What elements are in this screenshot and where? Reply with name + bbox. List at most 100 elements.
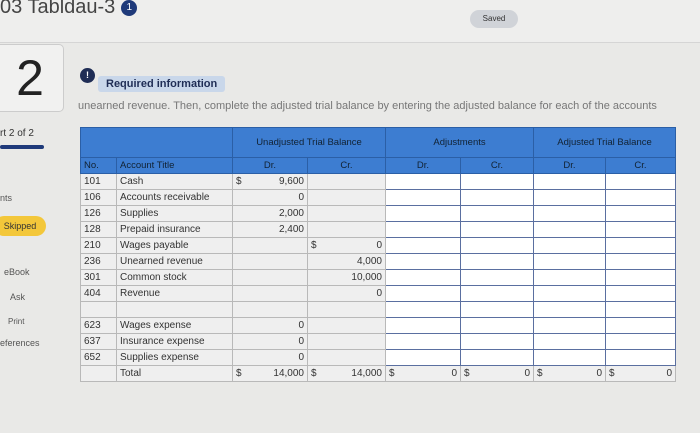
- adj-dr-input[interactable]: [385, 269, 461, 286]
- atb-cr-input[interactable]: [605, 237, 676, 254]
- atb-dr-input[interactable]: [533, 269, 606, 286]
- col-header: Cr.: [460, 157, 534, 174]
- amount-cell: [307, 333, 386, 350]
- amount-cell: $14,000: [307, 365, 386, 382]
- total-label: Total: [116, 365, 233, 382]
- amount-cell: $0: [385, 365, 461, 382]
- amount-value: 0: [596, 368, 602, 379]
- adj-cr-input[interactable]: [460, 221, 534, 238]
- adj-dr-input[interactable]: [385, 237, 461, 254]
- top-bar: 03 Tabldau-3 1 Saved: [0, 0, 700, 43]
- adj-dr-input[interactable]: [385, 317, 461, 334]
- adj-dr-input[interactable]: [385, 253, 461, 270]
- table-row: 637 Insurance expense 0: [80, 333, 676, 350]
- adj-dr-input[interactable]: [385, 349, 461, 366]
- atb-dr-input[interactable]: [533, 205, 606, 222]
- account-no: 106: [80, 189, 117, 206]
- atb-dr-input[interactable]: [533, 253, 606, 270]
- adj-dr-input[interactable]: [385, 189, 461, 206]
- adj-cr-input[interactable]: [460, 237, 534, 254]
- amount-value: 4,000: [356, 256, 382, 267]
- atb-cr-input[interactable]: [605, 173, 676, 190]
- currency-symbol: $: [464, 368, 470, 379]
- adj-dr-input[interactable]: [385, 301, 461, 318]
- amount-value: 2,400: [278, 224, 304, 235]
- account-title: Supplies expense: [116, 349, 233, 366]
- account-no: 623: [80, 317, 117, 334]
- blank-header: [80, 127, 233, 158]
- atb-cr-input[interactable]: [605, 269, 676, 286]
- part-indicator: rt 2 of 2: [0, 128, 34, 139]
- currency-symbol: $: [236, 176, 242, 187]
- atb-dr-input[interactable]: [533, 301, 606, 318]
- instructions-text: unearned revenue. Then, complete the adj…: [78, 100, 657, 112]
- account-no: [80, 301, 117, 318]
- atb-cr-input[interactable]: [605, 301, 676, 318]
- required-information-button[interactable]: Required information: [98, 76, 226, 92]
- info-badge[interactable]: 1: [121, 0, 138, 16]
- atb-cr-input[interactable]: [605, 333, 676, 350]
- sidebar-item-ebook[interactable]: eBook: [4, 267, 30, 277]
- atb-cr-input[interactable]: [605, 221, 676, 238]
- atb-cr-input[interactable]: [605, 189, 676, 206]
- account-title: [116, 301, 233, 318]
- amount-cell: 0: [232, 333, 308, 350]
- part-progress-bar: [0, 145, 44, 149]
- atb-cr-input[interactable]: [605, 317, 676, 334]
- atb-cr-input[interactable]: [605, 253, 676, 270]
- table-row: [80, 301, 676, 318]
- col-header: No.: [80, 157, 117, 174]
- account-no: 301: [80, 269, 117, 286]
- sidebar-item-ask[interactable]: Ask: [10, 292, 26, 302]
- adjusted-header: Adjusted Trial Balance: [533, 127, 676, 158]
- atb-dr-input[interactable]: [533, 173, 606, 190]
- atb-cr-input[interactable]: [605, 205, 676, 222]
- adj-dr-input[interactable]: [385, 285, 461, 302]
- atb-dr-input[interactable]: [533, 189, 606, 206]
- adj-dr-input[interactable]: [385, 173, 461, 190]
- adj-cr-input[interactable]: [460, 301, 534, 318]
- atb-dr-input[interactable]: [533, 333, 606, 350]
- adj-dr-input[interactable]: [385, 221, 461, 238]
- amount-value: 0: [298, 192, 304, 203]
- adj-cr-input[interactable]: [460, 349, 534, 366]
- adj-cr-input[interactable]: [460, 333, 534, 350]
- amount-cell: $9,600: [232, 173, 308, 190]
- currency-symbol: $: [537, 368, 543, 379]
- atb-dr-input[interactable]: [533, 349, 606, 366]
- amount-cell: [232, 237, 308, 254]
- currency-symbol: $: [311, 240, 317, 251]
- adj-dr-input[interactable]: [385, 205, 461, 222]
- sidebar-item-points[interactable]: nts: [0, 193, 13, 203]
- saved-button[interactable]: Saved: [470, 10, 518, 28]
- adj-cr-input[interactable]: [460, 205, 534, 222]
- atb-cr-input[interactable]: [605, 285, 676, 302]
- atb-dr-input[interactable]: [533, 221, 606, 238]
- amount-cell: 0: [307, 285, 386, 302]
- adj-cr-input[interactable]: [460, 285, 534, 302]
- account-no: 128: [80, 221, 117, 238]
- assignment-title: 03 Tabldau-3: [0, 0, 116, 18]
- atb-dr-input[interactable]: [533, 317, 606, 334]
- skipped-badge[interactable]: Skipped: [0, 216, 46, 236]
- sidebar-item-references[interactable]: eferences: [0, 338, 40, 348]
- adj-dr-input[interactable]: [385, 333, 461, 350]
- atb-dr-input[interactable]: [533, 237, 606, 254]
- table-row: 236 Unearned revenue 4,000: [80, 253, 676, 270]
- adj-cr-input[interactable]: [460, 269, 534, 286]
- table-row: 652 Supplies expense 0: [80, 349, 676, 366]
- currency-symbol: $: [609, 368, 615, 379]
- amount-value: 0: [298, 336, 304, 347]
- adj-cr-input[interactable]: [460, 189, 534, 206]
- amount-cell: $0: [307, 237, 386, 254]
- atb-cr-input[interactable]: [605, 349, 676, 366]
- adj-cr-input[interactable]: [460, 173, 534, 190]
- adj-cr-input[interactable]: [460, 253, 534, 270]
- amount-cell: $0: [460, 365, 534, 382]
- col-header: Dr.: [533, 157, 606, 174]
- adj-cr-input[interactable]: [460, 317, 534, 334]
- atb-dr-input[interactable]: [533, 285, 606, 302]
- amount-value: 10,000: [351, 272, 382, 283]
- sidebar-item-print[interactable]: Print: [8, 317, 25, 326]
- amount-cell: [307, 221, 386, 238]
